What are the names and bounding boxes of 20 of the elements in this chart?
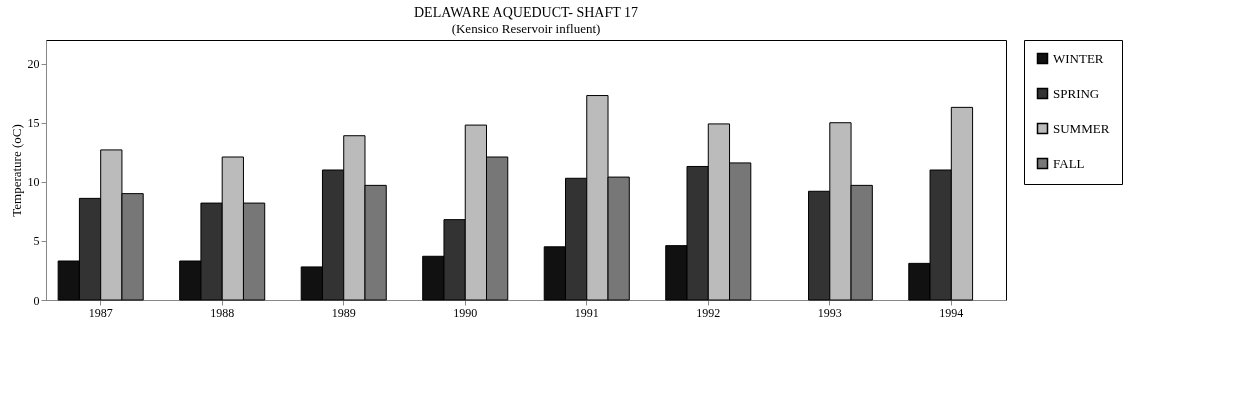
legend-label: SPRING	[1053, 85, 1100, 101]
x-tick-label: 1991	[574, 305, 599, 320]
legend-label: SUMMER	[1053, 120, 1110, 136]
x-tick-label: 1988	[210, 305, 235, 320]
y-tick-label: 0	[33, 293, 40, 308]
y-tick-label: 15	[27, 116, 40, 131]
y-tick-label: 10	[27, 175, 40, 190]
legend-label: FALL	[1053, 155, 1085, 171]
x-tick-label: 1993	[817, 305, 842, 320]
x-tick-label: 1992	[696, 305, 721, 320]
legend-label: WINTER	[1053, 50, 1104, 66]
y-axis-title: Temperature (oC)	[8, 124, 24, 217]
x-tick-label: 1994	[939, 305, 964, 320]
y-tick-label: 20	[27, 57, 40, 72]
x-tick-label: 1989	[331, 305, 356, 320]
chart-title: DELAWARE AQUEDUCT- SHAFT 17	[413, 4, 639, 20]
y-tick-label: 5	[33, 234, 40, 249]
chart-subtitle: (Kensico Reservoir influent)	[451, 20, 601, 36]
x-tick-label: 1987	[88, 305, 113, 320]
x-tick-label: 1990	[453, 305, 478, 320]
